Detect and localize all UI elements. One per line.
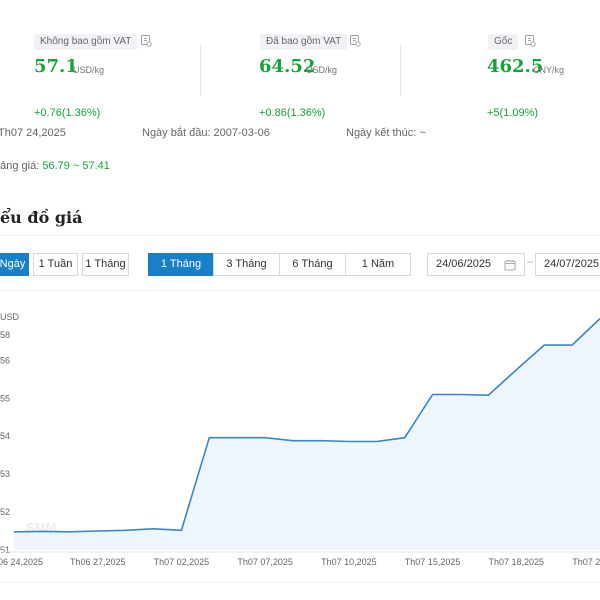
chart-bottom-border [0,582,600,583]
price-card-excl-vat: Không bao gồm VAT 57.1 USD/kg +0.76(1.36… [0,20,200,119]
range-6-month-button[interactable]: 6 Tháng [279,253,346,276]
card-value: 64.52 [259,56,316,77]
date-from-input[interactable]: 24/06/2025 [427,253,525,276]
price-range-label: oảng giá: [0,160,40,172]
x-tick-label: Th07 02,2025 [154,557,210,567]
card-unit: CNY/kg [533,65,565,75]
card-value: 462.5 [487,56,544,77]
price-card-base: Gốc 462.5 CNY/kg +5(1.09%) [400,20,600,119]
period-day-button[interactable]: Ngày [0,253,29,276]
price-line [13,318,600,533]
price-card-incl-vat: Đã bao gồm VAT 64.52 USD/kg +0.86(1.36%) [200,20,400,119]
x-tick-label: Th06 27,2025 [70,557,126,567]
x-tick-label: Th07 10,2025 [321,557,377,567]
y-tick-label: 52 [0,507,10,517]
card-value: 57.1 [34,56,78,77]
card-change: +0.76(1.36%) [34,107,101,119]
start-date: Ngày bắt đầu: 2007-03-06 [142,127,270,139]
y-tick-label: 53 [0,469,10,479]
y-tick-label: 54 [0,431,10,441]
range-3-month-button[interactable]: 3 Tháng [213,253,280,276]
x-tick-label: Th07 15,2025 [405,557,461,567]
copy-icon[interactable] [350,35,361,47]
x-tick-label: Th07 07,2025 [237,557,293,567]
calendar-icon [504,260,516,271]
card-label: Không bao gồm VAT [34,34,138,50]
x-tick-label: Th07 23,2025 [572,557,600,567]
chart-top-border [0,290,600,291]
card-unit: USD/kg [306,65,338,75]
copy-icon[interactable] [141,35,152,47]
period-month-button[interactable]: 1 Tháng [82,253,129,276]
range-1-month-button[interactable]: 1 Tháng [148,253,214,276]
range-1-year-button[interactable]: 1 Năm [345,253,411,276]
price-range: oảng giá: 56.79 ~ 57.41 [0,160,110,172]
price-cards: Không bao gồm VAT 57.1 USD/kg +0.76(1.36… [0,20,600,119]
period-week-button[interactable]: 1 Tuần [33,253,78,276]
date-separator: – [527,256,534,268]
card-label: Gốc [488,34,519,50]
x-tick-label: Th07 18,2025 [489,557,545,567]
y-tick-label: 51 [0,545,10,555]
date-to-input[interactable]: 24/07/2025 [535,253,600,276]
card-change: +5(1.09%) [487,107,539,119]
area-fill [14,318,600,550]
current-date: Th07 24,2025 [0,127,66,139]
price-range-value: 56.79 ~ 57.41 [42,160,110,172]
divider [0,235,600,236]
x-tick-label: 06 24,2025 [0,557,43,567]
date-to-value: 24/07/2025 [544,258,600,270]
copy-icon[interactable] [525,35,536,47]
y-tick-label: 58 [0,330,10,340]
card-label: Đã bao gồm VAT [260,34,348,50]
date-from-value: 24/06/2025 [436,258,492,270]
y-axis-label: USD [0,312,20,322]
y-tick-label: 56 [0,355,10,365]
card-change: +0.86(1.36%) [259,107,326,119]
y-tick-label: 55 [0,393,10,403]
end-date: Ngày kết thúc: ~ [346,127,426,139]
card-unit: USD/kg [73,65,105,75]
section-title: ểu đồ giá [0,208,83,227]
